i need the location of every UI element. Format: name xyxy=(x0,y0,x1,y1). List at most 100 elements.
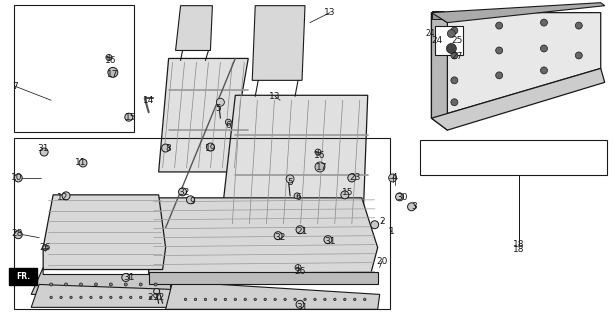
Circle shape xyxy=(451,27,458,34)
Circle shape xyxy=(79,283,82,286)
Circle shape xyxy=(315,149,321,155)
Text: 5: 5 xyxy=(287,179,293,188)
Text: 15: 15 xyxy=(342,188,354,197)
Text: 31: 31 xyxy=(324,237,336,246)
Circle shape xyxy=(294,193,300,199)
Circle shape xyxy=(120,296,122,299)
Circle shape xyxy=(65,283,68,286)
Circle shape xyxy=(178,188,186,196)
Polygon shape xyxy=(432,68,605,130)
Circle shape xyxy=(40,148,48,156)
Text: 22: 22 xyxy=(153,293,164,302)
Polygon shape xyxy=(149,271,378,284)
Circle shape xyxy=(204,298,207,300)
Bar xyxy=(419,140,606,175)
Circle shape xyxy=(324,236,332,244)
Circle shape xyxy=(162,144,170,152)
Circle shape xyxy=(234,298,237,300)
Circle shape xyxy=(451,52,458,59)
Circle shape xyxy=(447,29,455,37)
Bar xyxy=(432,11,445,19)
Text: 32: 32 xyxy=(178,188,189,197)
Polygon shape xyxy=(165,282,379,309)
Polygon shape xyxy=(432,3,605,23)
Bar xyxy=(9,268,37,285)
Circle shape xyxy=(154,288,160,294)
Polygon shape xyxy=(159,59,248,172)
Circle shape xyxy=(296,226,304,234)
Text: 1: 1 xyxy=(389,227,394,236)
Polygon shape xyxy=(432,13,601,118)
Text: 5: 5 xyxy=(215,104,221,113)
Circle shape xyxy=(106,54,112,60)
Text: 14: 14 xyxy=(143,96,154,105)
Circle shape xyxy=(14,174,22,182)
Circle shape xyxy=(323,298,326,300)
Text: 26: 26 xyxy=(295,267,306,276)
Circle shape xyxy=(254,298,256,300)
Circle shape xyxy=(296,300,304,308)
Circle shape xyxy=(294,298,296,300)
Circle shape xyxy=(575,22,582,29)
Circle shape xyxy=(224,298,226,300)
Circle shape xyxy=(125,113,133,121)
Text: 11: 11 xyxy=(75,158,87,167)
Text: 21: 21 xyxy=(296,227,308,236)
Polygon shape xyxy=(432,13,447,130)
Circle shape xyxy=(70,296,72,299)
Circle shape xyxy=(109,283,113,286)
Bar xyxy=(435,26,463,55)
Circle shape xyxy=(14,231,22,239)
Text: 31: 31 xyxy=(296,303,308,312)
Text: 30: 30 xyxy=(396,193,407,202)
Circle shape xyxy=(334,298,336,300)
Text: 6: 6 xyxy=(295,193,301,202)
Circle shape xyxy=(284,298,287,300)
Circle shape xyxy=(108,68,118,77)
Circle shape xyxy=(62,192,70,200)
Text: 18: 18 xyxy=(514,245,525,254)
Circle shape xyxy=(42,244,48,251)
Circle shape xyxy=(496,72,502,79)
Circle shape xyxy=(60,296,62,299)
Circle shape xyxy=(304,298,306,300)
Bar xyxy=(14,5,133,132)
Circle shape xyxy=(216,98,224,106)
Circle shape xyxy=(496,47,502,54)
Circle shape xyxy=(354,298,356,300)
Text: 26: 26 xyxy=(39,243,51,252)
Text: 32: 32 xyxy=(274,233,286,242)
Circle shape xyxy=(408,203,416,211)
Text: 24: 24 xyxy=(432,36,443,45)
Circle shape xyxy=(184,298,187,300)
Text: 23: 23 xyxy=(349,173,360,182)
Polygon shape xyxy=(31,268,170,294)
Circle shape xyxy=(140,296,142,299)
Circle shape xyxy=(95,283,97,286)
Text: 8: 8 xyxy=(165,144,172,153)
Polygon shape xyxy=(220,95,368,228)
Circle shape xyxy=(274,232,282,240)
Text: 27: 27 xyxy=(451,52,463,61)
Circle shape xyxy=(315,162,325,172)
Text: 31: 31 xyxy=(38,144,49,153)
Circle shape xyxy=(90,296,92,299)
Circle shape xyxy=(79,159,87,167)
Circle shape xyxy=(395,193,403,201)
Text: 9: 9 xyxy=(189,197,196,206)
Text: 17: 17 xyxy=(107,70,119,79)
Circle shape xyxy=(541,45,547,52)
Text: 2: 2 xyxy=(379,217,384,226)
Circle shape xyxy=(344,298,346,300)
Circle shape xyxy=(274,298,276,300)
Text: 16: 16 xyxy=(105,56,117,65)
Polygon shape xyxy=(31,284,173,307)
Circle shape xyxy=(496,22,502,29)
Circle shape xyxy=(124,283,127,286)
Text: 10: 10 xyxy=(10,173,22,182)
Circle shape xyxy=(122,274,130,282)
Circle shape xyxy=(451,99,458,106)
Polygon shape xyxy=(149,198,378,277)
Circle shape xyxy=(363,298,366,300)
Circle shape xyxy=(341,191,349,199)
